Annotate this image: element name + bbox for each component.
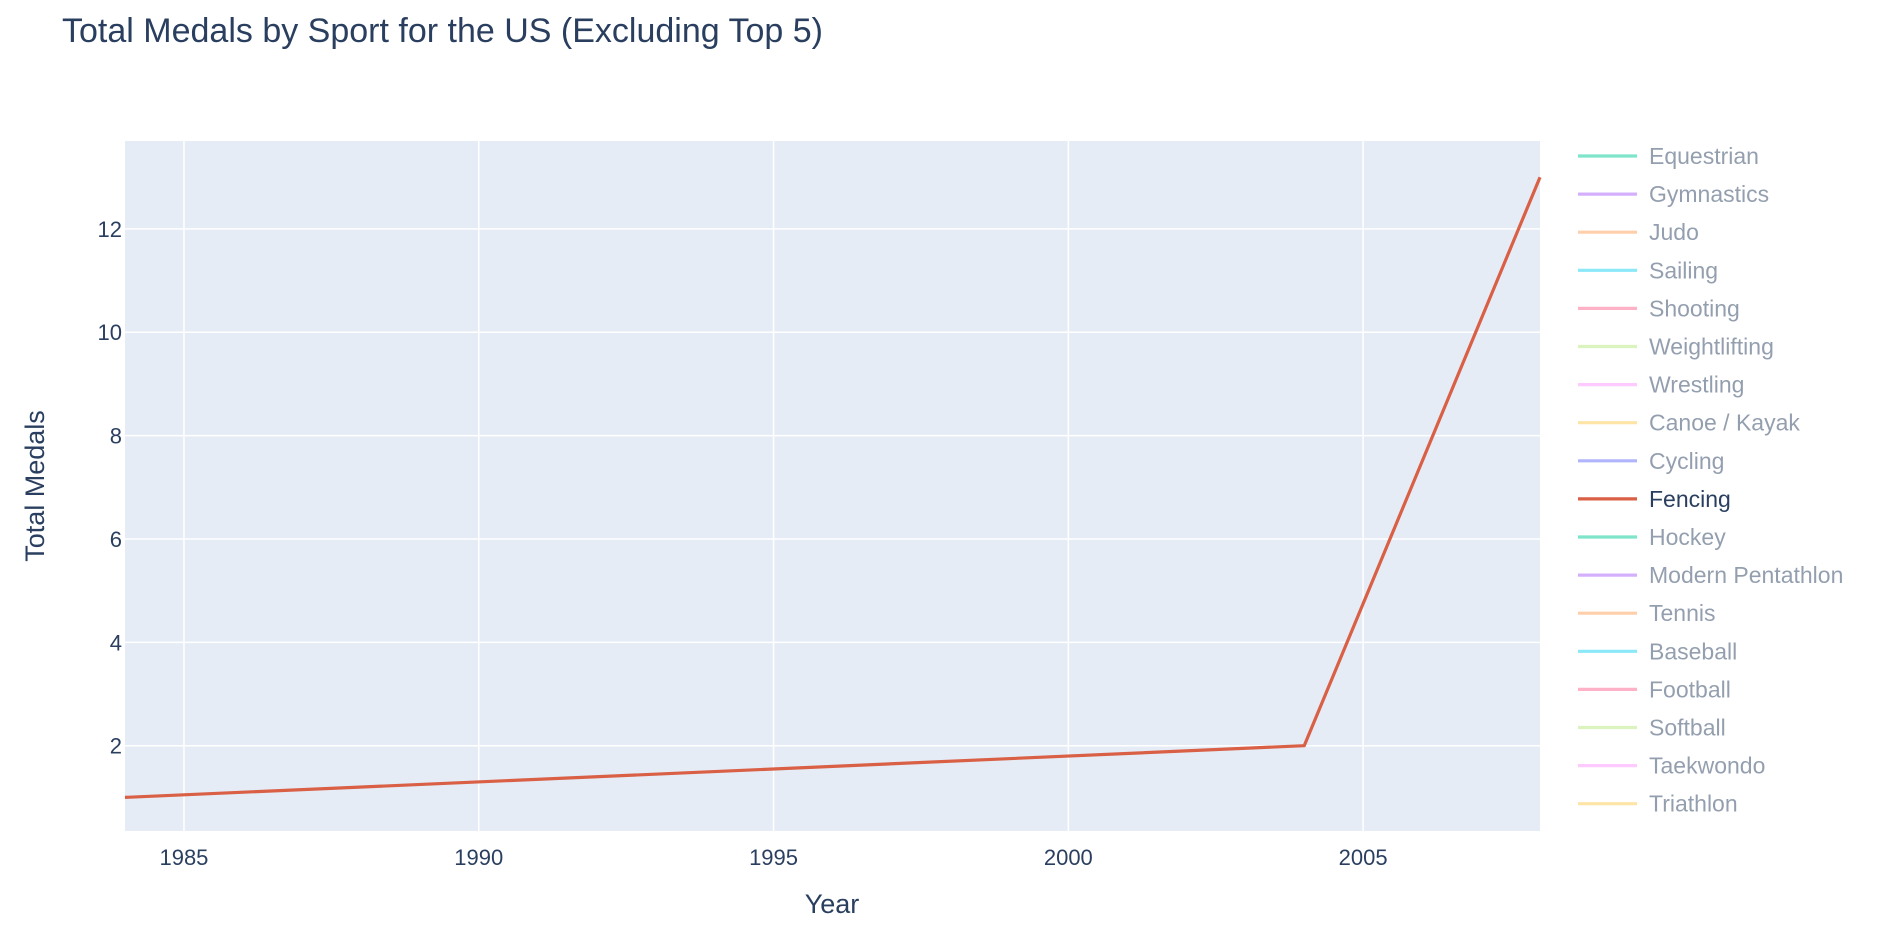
legend-item-softball[interactable]: Softball [1578, 715, 1726, 741]
legend: Equestrian Gymnastics Judo Sailing Shooting W… [1578, 143, 1843, 817]
legend-label: Baseball [1649, 638, 1737, 664]
legend-item-fencing[interactable]: Fencing [1578, 486, 1731, 512]
legend-item-football[interactable]: Football [1578, 676, 1731, 702]
legend-label: Judo [1649, 219, 1699, 245]
legend-label: Tennis [1649, 600, 1715, 626]
y-axis-ticks: 2 4 6 8 10 12 [98, 217, 122, 759]
legend-item-taekwondo[interactable]: Taekwondo [1578, 753, 1765, 779]
x-axis-title: Year [805, 889, 860, 919]
legend-item-modern-pentathlon[interactable]: Modern Pentathlon [1578, 562, 1843, 588]
x-tick-label: 1990 [454, 845, 503, 870]
legend-label: Hockey [1649, 524, 1726, 550]
chart-title: Total Medals by Sport for the US (Exclud… [62, 12, 823, 50]
series-line-fencing [124, 176, 1542, 799]
y-tick-label: 8 [110, 424, 122, 449]
x-tick-label: 2000 [1044, 845, 1093, 870]
legend-item-gymnastics[interactable]: Gymnastics [1578, 181, 1769, 207]
y-tick-label: 12 [98, 217, 122, 242]
legend-item-cycling[interactable]: Cycling [1578, 448, 1724, 474]
legend-item-baseball[interactable]: Baseball [1578, 638, 1737, 664]
legend-label: Gymnastics [1649, 181, 1769, 207]
legend-item-equestrian[interactable]: Equestrian [1578, 143, 1759, 169]
legend-label: Fencing [1649, 486, 1731, 512]
y-gridlines [125, 228, 1540, 747]
legend-label: Football [1649, 676, 1731, 702]
plot-area [125, 141, 1540, 831]
legend-item-wrestling[interactable]: Wrestling [1578, 372, 1744, 398]
legend-label: Modern Pentathlon [1649, 562, 1843, 588]
x-gridlines [183, 141, 1364, 831]
y-tick-label: 2 [110, 734, 122, 759]
legend-label: Cycling [1649, 448, 1724, 474]
legend-label: Canoe / Kayak [1649, 410, 1800, 436]
x-axis-ticks: 1985 1990 1995 2000 2005 [159, 845, 1387, 870]
legend-item-tennis[interactable]: Tennis [1578, 600, 1715, 626]
legend-item-judo[interactable]: Judo [1578, 219, 1699, 245]
y-tick-label: 4 [110, 630, 122, 655]
legend-label: Triathlon [1649, 791, 1738, 817]
series-lines [124, 176, 1542, 799]
y-tick-label: 10 [98, 320, 122, 345]
x-tick-label: 2005 [1339, 845, 1388, 870]
legend-label: Sailing [1649, 257, 1718, 283]
legend-label: Softball [1649, 715, 1726, 741]
legend-item-weightlifting[interactable]: Weightlifting [1578, 334, 1774, 360]
y-tick-label: 6 [110, 527, 122, 552]
x-tick-label: 1985 [159, 845, 208, 870]
legend-item-hockey[interactable]: Hockey [1578, 524, 1726, 550]
legend-item-shooting[interactable]: Shooting [1578, 295, 1740, 321]
legend-item-canoe-kayak[interactable]: Canoe / Kayak [1578, 410, 1800, 436]
x-tick-label: 1995 [749, 845, 798, 870]
legend-item-sailing[interactable]: Sailing [1578, 257, 1718, 283]
legend-label: Taekwondo [1649, 753, 1765, 779]
legend-label: Weightlifting [1649, 334, 1774, 360]
legend-label: Wrestling [1649, 372, 1744, 398]
legend-item-triathlon[interactable]: Triathlon [1578, 791, 1738, 817]
y-axis-title: Total Medals [20, 410, 50, 562]
legend-label: Shooting [1649, 295, 1740, 321]
legend-label: Equestrian [1649, 143, 1759, 169]
